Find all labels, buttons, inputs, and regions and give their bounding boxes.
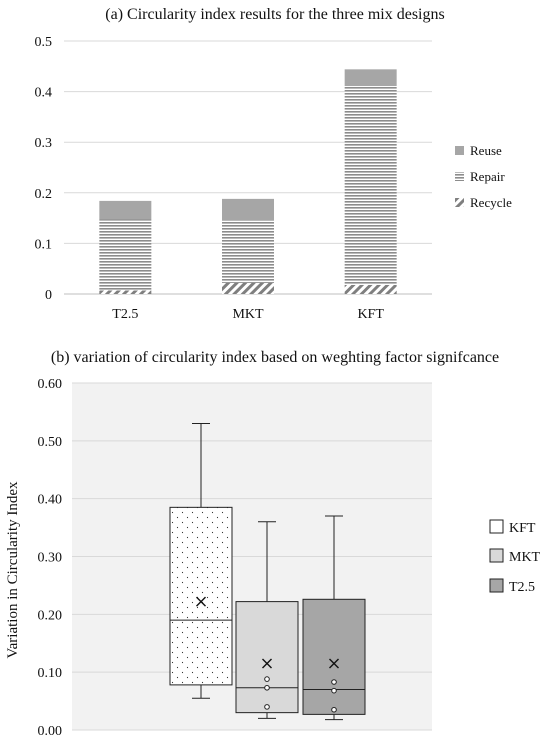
legend-label-kft: KFT [509, 521, 536, 536]
chart-a-y-tick-label: 0.4 [35, 86, 53, 101]
chart-a-y-tick-label: 0.3 [35, 136, 53, 151]
chart-a-x-tick-label: T2.5 [112, 307, 138, 322]
chart-b-y-tick-label: 0.20 [38, 608, 63, 623]
chart-a-y-tick-label: 0 [45, 288, 52, 303]
box-t25 [302, 598, 366, 715]
legend-swatch-reuse [455, 146, 464, 155]
legend-label-t25: T2.5 [509, 580, 535, 595]
chart-b-y-tick-label: 0.50 [38, 435, 63, 450]
bar-recycle-mkt [222, 282, 274, 294]
legend-label-recycle: Recycle [470, 195, 512, 210]
box-kft [169, 506, 233, 686]
bar-reuse-mkt [222, 198, 274, 220]
chart-a-title: (a) Circularity index results for the th… [105, 6, 444, 23]
chart-circularity-variation: (b) variation of circularity index based… [5, 349, 541, 739]
bar-repair-t25 [99, 219, 152, 291]
legend-swatch-repair [455, 172, 464, 181]
bar-reuse-t25 [99, 200, 152, 220]
chart-b-y-axis: 0.00 0.10 0.20 0.30 0.40 0.50 0.60 [38, 377, 63, 739]
data-point-mkt [264, 684, 270, 691]
chart-circularity-index: (a) Circularity index results for the th… [35, 6, 513, 322]
legend-label-mkt: MKT [509, 550, 541, 565]
chart-a-y-axis: 0 0.1 0.2 0.3 0.4 0.5 [35, 35, 53, 303]
data-point-t25 [331, 687, 337, 694]
data-point-mkt [264, 676, 270, 682]
chart-b-y-axis-label: Variation in Circularity Index [5, 481, 21, 659]
legend-swatch-mkt [489, 548, 504, 563]
legend-label-repair: Repair [470, 169, 505, 184]
legend-swatch-t25 [489, 578, 504, 593]
mean-marker-kft [196, 596, 206, 607]
data-point-t25 [331, 706, 337, 713]
chart-a-legend: Reuse Repair Recycle [455, 143, 512, 210]
chart-a-y-tick-label: 0.1 [35, 237, 53, 252]
bar-reuse-kft [344, 69, 397, 87]
mean-marker-t25 [329, 658, 339, 669]
bar-repair-kft [344, 86, 397, 285]
data-point-mkt [264, 704, 270, 710]
chart-a-y-tick-label: 0.5 [35, 35, 53, 50]
chart-b-legend: KFT MKT T2.5 [489, 519, 541, 595]
chart-a-x-tick-label: KFT [357, 307, 384, 322]
chart-a-x-axis: T2.5 MKT KFT [112, 307, 384, 322]
data-point-t25 [331, 679, 337, 685]
chart-a-x-tick-label: MKT [232, 307, 264, 322]
chart-a-bars [99, 69, 397, 294]
chart-b-boxplots [169, 422, 366, 721]
chart-b-y-tick-label: 0.60 [38, 377, 63, 392]
chart-a-y-tick-label: 0.2 [35, 187, 53, 202]
legend-swatch-kft [489, 519, 504, 534]
chart-b-y-tick-label: 0.40 [38, 493, 63, 508]
chart-b-y-tick-label: 0.10 [38, 666, 63, 681]
bar-recycle-t25 [99, 290, 152, 294]
chart-b-y-tick-label: 0.30 [38, 551, 63, 566]
chart-b-y-tick-label: 0.00 [38, 724, 63, 739]
chart-b-title: (b) variation of circularity index based… [51, 349, 499, 366]
bar-repair-mkt [222, 219, 274, 283]
chart-b-gridlines [72, 382, 432, 731]
box-mkt [235, 601, 299, 714]
legend-swatch-recycle [455, 198, 464, 207]
mean-marker-mkt [262, 658, 272, 669]
bar-recycle-kft [344, 284, 397, 294]
legend-label-reuse: Reuse [470, 143, 502, 158]
